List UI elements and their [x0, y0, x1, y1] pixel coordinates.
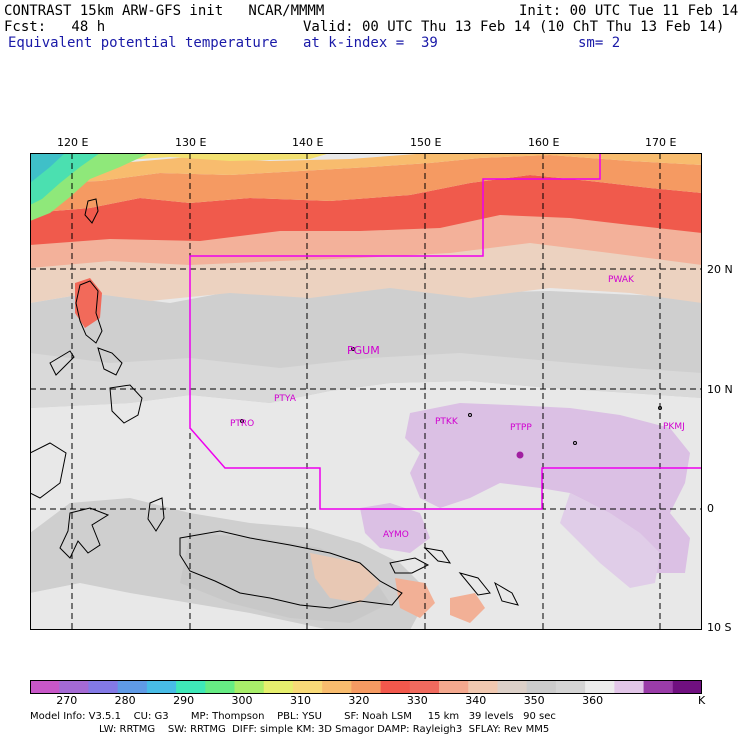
colorbar — [30, 680, 702, 694]
colorbar-swatch — [614, 680, 645, 694]
colorbar-tick-label: 280 — [114, 694, 136, 707]
colorbar-tick-label: 310 — [289, 694, 311, 707]
lon-label-160: 160 E — [528, 136, 560, 149]
coastline-kosrae — [573, 441, 577, 445]
lat-label-10n: 10 N — [707, 383, 733, 396]
valid-time: Valid: 00 UTC Thu 13 Feb 14 (10 ChT Thu … — [303, 19, 725, 35]
coastline-new-britain — [389, 557, 430, 574]
smoothing-label: sm= 2 — [578, 35, 621, 51]
colorbar-swatch — [59, 680, 90, 694]
band-340 — [30, 208, 702, 268]
colorbar-swatch — [176, 680, 206, 694]
coastline-new-guinea — [179, 530, 403, 609]
lon-label-170: 170 E — [645, 136, 677, 149]
coastline-sulawesi — [59, 507, 110, 559]
model-info-line1: Model Info: V3.5.1 CU: G3 MP: Thompson P… — [30, 711, 556, 722]
lon-label-140: 140 E — [292, 136, 324, 149]
coastline-solomons — [458, 572, 491, 596]
band-290 — [30, 153, 65, 183]
colorbar-swatch — [146, 680, 177, 694]
colorbar-swatch — [468, 680, 499, 694]
lat-label-20n: 20 N — [707, 263, 733, 276]
colorbar-swatch — [234, 680, 265, 694]
colorbar-swatch — [497, 680, 528, 694]
coastline-chuuk — [468, 413, 472, 417]
coastline-luzon — [75, 280, 103, 344]
coastlines — [30, 198, 662, 609]
lon-label-150: 150 E — [410, 136, 442, 149]
band-340-solomons — [450, 593, 485, 623]
colorbar-swatch — [555, 680, 586, 694]
coastline-palawan — [49, 350, 75, 376]
forecast-hour: Fcst: 48 h — [4, 19, 106, 35]
colorbar-swatch — [322, 680, 352, 694]
station-ptya: PTYA — [274, 394, 296, 404]
colorbar-swatch — [672, 680, 702, 694]
station-pwak: PWAK — [608, 275, 634, 285]
band-330 — [30, 175, 702, 245]
band-355 — [30, 353, 702, 408]
colorbar-swatch — [263, 680, 294, 694]
coastline-taiwan — [84, 198, 99, 224]
colorbar-swatch — [526, 680, 557, 694]
colorbar-swatch — [292, 680, 323, 694]
station-aymo: AYMO — [383, 530, 409, 540]
init-time: Init: 00 UTC Tue 11 Feb 14 — [519, 3, 739, 19]
coastline-solomons-2 — [494, 581, 519, 606]
station-dot-ptpp — [516, 451, 524, 459]
colorbar-tick-label: 270 — [56, 694, 78, 707]
band-320 — [30, 153, 702, 183]
colorbar-swatch — [117, 680, 148, 694]
colorbar-tick-label: 340 — [465, 694, 487, 707]
colorbar-swatch — [585, 680, 615, 694]
colorbar-swatch — [409, 680, 440, 694]
colorbar-swatch — [351, 680, 382, 694]
colorbar-tick-label: 330 — [406, 694, 428, 707]
band-345 — [30, 233, 702, 303]
colorbar-swatch — [88, 680, 119, 694]
coastline-new-ireland — [423, 547, 452, 564]
lat-label-0: 0 — [707, 502, 714, 515]
lon-label-120: 120 E — [57, 136, 89, 149]
station-pkmj: PKMJ — [663, 422, 685, 432]
station-pgum: PGUM — [347, 344, 380, 357]
lat-label-10s: 10 S — [707, 621, 732, 634]
colorbar-frame — [30, 680, 702, 694]
lon-label-130: 130 E — [175, 136, 207, 149]
colorbar-tick-label: 290 — [173, 694, 195, 707]
coastline-halmahera — [147, 497, 165, 532]
coastline-guam — [351, 347, 355, 351]
colorbar-tick-label: 360 — [582, 694, 604, 707]
colorbar-swatch — [643, 680, 674, 694]
colorbar-tick-label: 350 — [523, 694, 545, 707]
coastline-borneo — [30, 442, 67, 499]
plot-title: CONTRAST 15km ARW-GFS init NCAR/MMMM — [4, 3, 325, 19]
colorbar-ticks: 270 280 290 300 310 320 330 340 350 360 — [30, 694, 720, 708]
coastline-palau — [240, 419, 244, 423]
coastline-mindanao — [109, 384, 143, 424]
colorbar-swatch — [30, 680, 60, 694]
colorbar-swatch — [439, 680, 469, 694]
model-info-line2: LW: RRTMG SW: RRTMG DIFF: simple KM: 3D … — [99, 724, 550, 735]
station-ptpp: PTPP — [510, 423, 532, 433]
station-ptkk: PTKK — [435, 417, 458, 427]
theta-e-map — [30, 153, 702, 630]
colorbar-swatch — [380, 680, 411, 694]
level-label: at k-index = 39 — [303, 35, 438, 51]
colorbar-swatch — [205, 680, 236, 694]
station-ptro: PTRO — [230, 419, 255, 429]
band-350-png — [180, 533, 390, 623]
colorbar-tick-label: 300 — [231, 694, 253, 707]
band-330-luzon — [75, 278, 102, 328]
coastline-visayas — [97, 347, 123, 376]
field-name: Equivalent potential temperature — [8, 35, 278, 51]
inner-domain-boundary — [189, 153, 702, 510]
band-365-wide — [560, 493, 660, 588]
colorbar-unit: K — [698, 694, 706, 707]
band-325 — [30, 155, 702, 213]
band-365-south — [360, 503, 430, 553]
map-frame — [30, 153, 702, 630]
colorbar-tick-label: 320 — [348, 694, 370, 707]
